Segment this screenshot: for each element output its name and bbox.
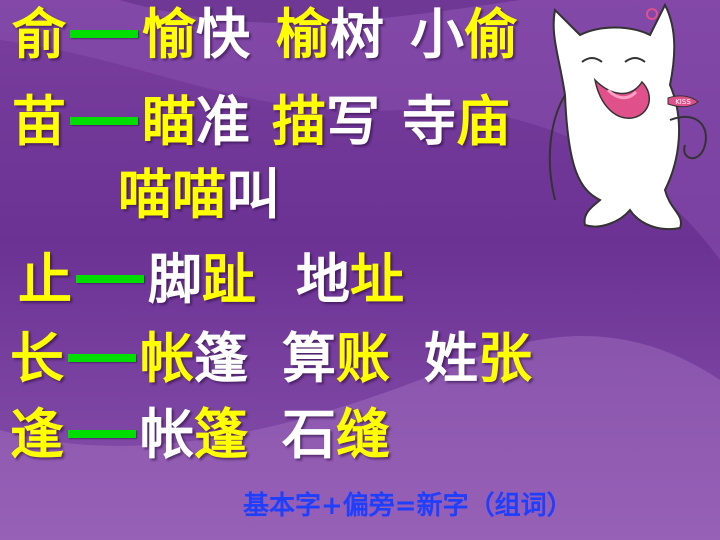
highlight-char: 止 bbox=[18, 248, 72, 311]
highlight-char: 张 bbox=[478, 327, 532, 390]
word-row-2: 苗瞄准 描写 寺庙 bbox=[12, 95, 510, 149]
plain-char: 寺 bbox=[402, 90, 456, 153]
plain-char: 树 bbox=[330, 3, 384, 66]
word-row-6: 逢帐篷 石缝 bbox=[10, 408, 390, 462]
plain-char: 算 bbox=[282, 327, 336, 390]
highlight-char: 苗 bbox=[12, 90, 66, 153]
highlight-char: 趾 bbox=[202, 248, 256, 311]
plain-char: 准 bbox=[196, 90, 250, 153]
highlight-char: 庙 bbox=[456, 90, 510, 153]
highlight-char: 账 bbox=[336, 327, 390, 390]
word-row-1: 俞愉快 榆树 小偷 bbox=[12, 8, 518, 62]
plain-char: 叫 bbox=[226, 163, 280, 226]
highlight-char: 喵喵 bbox=[118, 163, 226, 226]
highlight-char: 偷 bbox=[464, 3, 518, 66]
word-row-4: 止脚趾 地址 bbox=[18, 253, 404, 307]
highlight-char: 长 bbox=[10, 327, 64, 390]
highlight-char: 榆 bbox=[276, 3, 330, 66]
cat-badge: KISS bbox=[675, 98, 691, 106]
highlight-char: 描 bbox=[272, 90, 326, 153]
plain-char: 地 bbox=[296, 248, 350, 311]
plain-char: 小 bbox=[410, 3, 464, 66]
plain-char: 姓 bbox=[424, 327, 478, 390]
plain-char: 石 bbox=[282, 403, 336, 466]
green-dash bbox=[70, 117, 138, 126]
plain-char: 帐 bbox=[140, 403, 194, 466]
plain-char: 篷 bbox=[194, 327, 248, 390]
green-dash bbox=[70, 30, 138, 39]
highlight-char: 愉 bbox=[142, 3, 196, 66]
highlight-char: 缝 bbox=[336, 403, 390, 466]
word-row-3: 喵喵叫 bbox=[118, 168, 280, 222]
formula-footer: 基本字+偏旁=新字（组词） bbox=[243, 491, 573, 521]
cat-illustration: KISS bbox=[548, 2, 707, 230]
highlight-char: 址 bbox=[350, 248, 404, 311]
highlight-char: 逢 bbox=[10, 403, 64, 466]
green-dash bbox=[76, 275, 144, 284]
highlight-char: 俞 bbox=[12, 3, 66, 66]
highlight-char: 篷 bbox=[194, 403, 248, 466]
highlight-char: 瞄 bbox=[142, 90, 196, 153]
plain-char: 写 bbox=[326, 90, 380, 153]
word-row-5: 长帐篷 算账 姓张 bbox=[10, 332, 532, 386]
plain-char: 脚 bbox=[148, 248, 202, 311]
plain-char: 快 bbox=[196, 3, 250, 66]
green-dash bbox=[68, 430, 136, 439]
highlight-char: 帐 bbox=[140, 327, 194, 390]
green-dash bbox=[68, 354, 136, 363]
